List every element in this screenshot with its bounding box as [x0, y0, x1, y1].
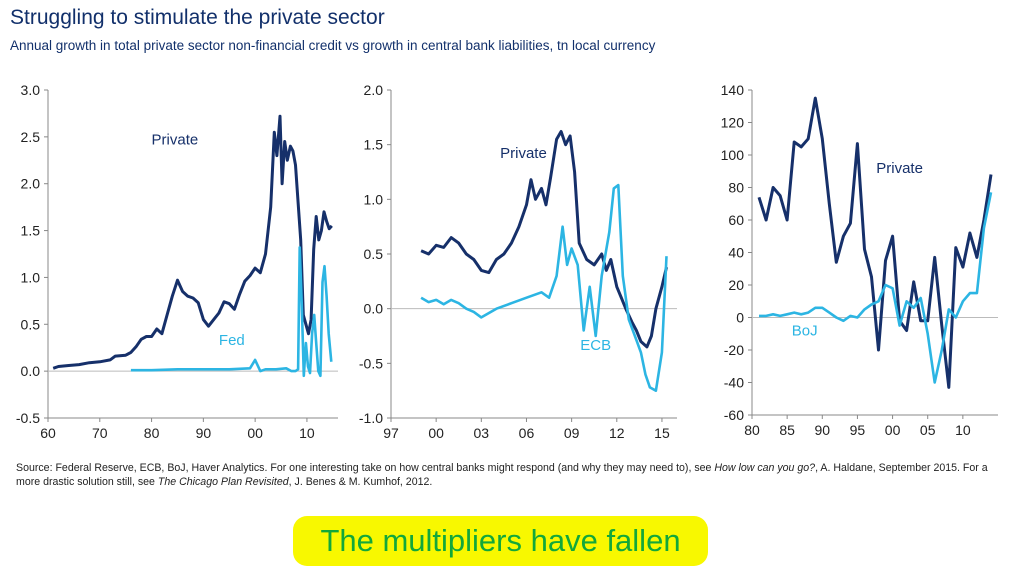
x-tick-label: 95 [850, 422, 866, 438]
x-tick-label: 06 [519, 425, 535, 441]
source-note: Source: Federal Reserve, ECB, BoJ, Haver… [16, 462, 988, 488]
x-tick-label: 00 [428, 425, 444, 441]
series-line-ecb [420, 183, 668, 393]
series-line-private [757, 96, 993, 389]
x-tick-label: 00 [885, 422, 901, 438]
series-label: Private [876, 160, 923, 177]
y-tick-label: 3.0 [21, 82, 41, 98]
series-label: Fed [219, 332, 245, 349]
y-tick-label: 0.5 [21, 316, 41, 332]
y-tick-label: 0.5 [364, 246, 384, 262]
x-tick-label: 10 [955, 422, 971, 438]
series-label: BoJ [792, 322, 818, 339]
y-tick-label: 2.0 [364, 82, 384, 98]
y-tick-label: 40 [728, 245, 744, 261]
y-tick-label: -1.0 [359, 410, 383, 426]
x-tick-label: 05 [920, 422, 936, 438]
x-tick-label: 80 [744, 422, 760, 438]
y-tick-label: 140 [721, 82, 745, 98]
y-tick-label: -0.5 [16, 410, 40, 426]
series-label: Private [500, 145, 547, 162]
page-subtitle: Annual growth in total private sector no… [10, 38, 656, 53]
x-tick-label: 00 [247, 425, 263, 441]
y-tick-label: 2.0 [21, 176, 41, 192]
y-tick-label: 0.0 [21, 363, 41, 379]
x-tick-label: 90 [196, 425, 212, 441]
chart-japan: -60 -40 -20 0 20 40 60 80 100 120 140 80 85 90 95 00 05 1… [721, 82, 998, 438]
callout-banner: The multipliers have fallen [293, 516, 708, 566]
y-tick-label: -0.5 [359, 355, 383, 371]
chart-us: -0.5 0.0 0.5 1.0 1.5 2.0 2.5 3.0 60 70 80 90 00 10 Pri… [16, 82, 338, 441]
series-line-boj [759, 192, 993, 384]
y-tick-label: 1.5 [21, 223, 41, 239]
y-tick-label: 120 [721, 115, 745, 131]
x-tick-label: 80 [144, 425, 160, 441]
series-line-private [52, 114, 333, 370]
x-tick-label: 90 [814, 422, 830, 438]
y-tick-label: -20 [724, 342, 744, 358]
page-title: Struggling to stimulate the private sect… [10, 6, 385, 29]
y-tick-label: 100 [721, 147, 745, 163]
y-tick-label: 0 [736, 310, 744, 326]
x-tick-label: 10 [299, 425, 315, 441]
series-line-private [420, 130, 668, 349]
y-tick-label: 1.0 [364, 191, 384, 207]
source-citation-haldane: How low can you go? [714, 462, 816, 474]
series-line-fed [130, 246, 333, 378]
series-label: ECB [580, 337, 611, 354]
x-tick-label: 09 [564, 425, 580, 441]
x-tick-label: 85 [779, 422, 795, 438]
x-tick-label: 12 [609, 425, 625, 441]
source-citation-benes: The Chicago Plan Revisited [157, 476, 289, 488]
x-tick-label: 03 [474, 425, 490, 441]
y-tick-label: 2.5 [21, 129, 41, 145]
x-tick-label: 60 [40, 425, 56, 441]
chart-euro-area: -1.0 -0.5 0.0 0.5 1.0 1.5 2.0 97 00 03 06 09 12 15 Pri… [359, 82, 677, 441]
y-tick-label: -60 [724, 407, 744, 423]
series-label: Private [152, 131, 199, 148]
x-tick-label: 97 [383, 425, 399, 441]
y-tick-label: -40 [724, 375, 744, 391]
y-tick-label: 60 [728, 212, 744, 228]
y-tick-label: 80 [728, 180, 744, 196]
x-tick-label: 70 [92, 425, 108, 441]
y-tick-label: 1.5 [364, 137, 384, 153]
x-tick-label: 15 [654, 425, 670, 441]
y-tick-label: 1.0 [21, 269, 41, 285]
y-tick-label: 0.0 [364, 301, 384, 317]
y-tick-label: 20 [728, 277, 744, 293]
